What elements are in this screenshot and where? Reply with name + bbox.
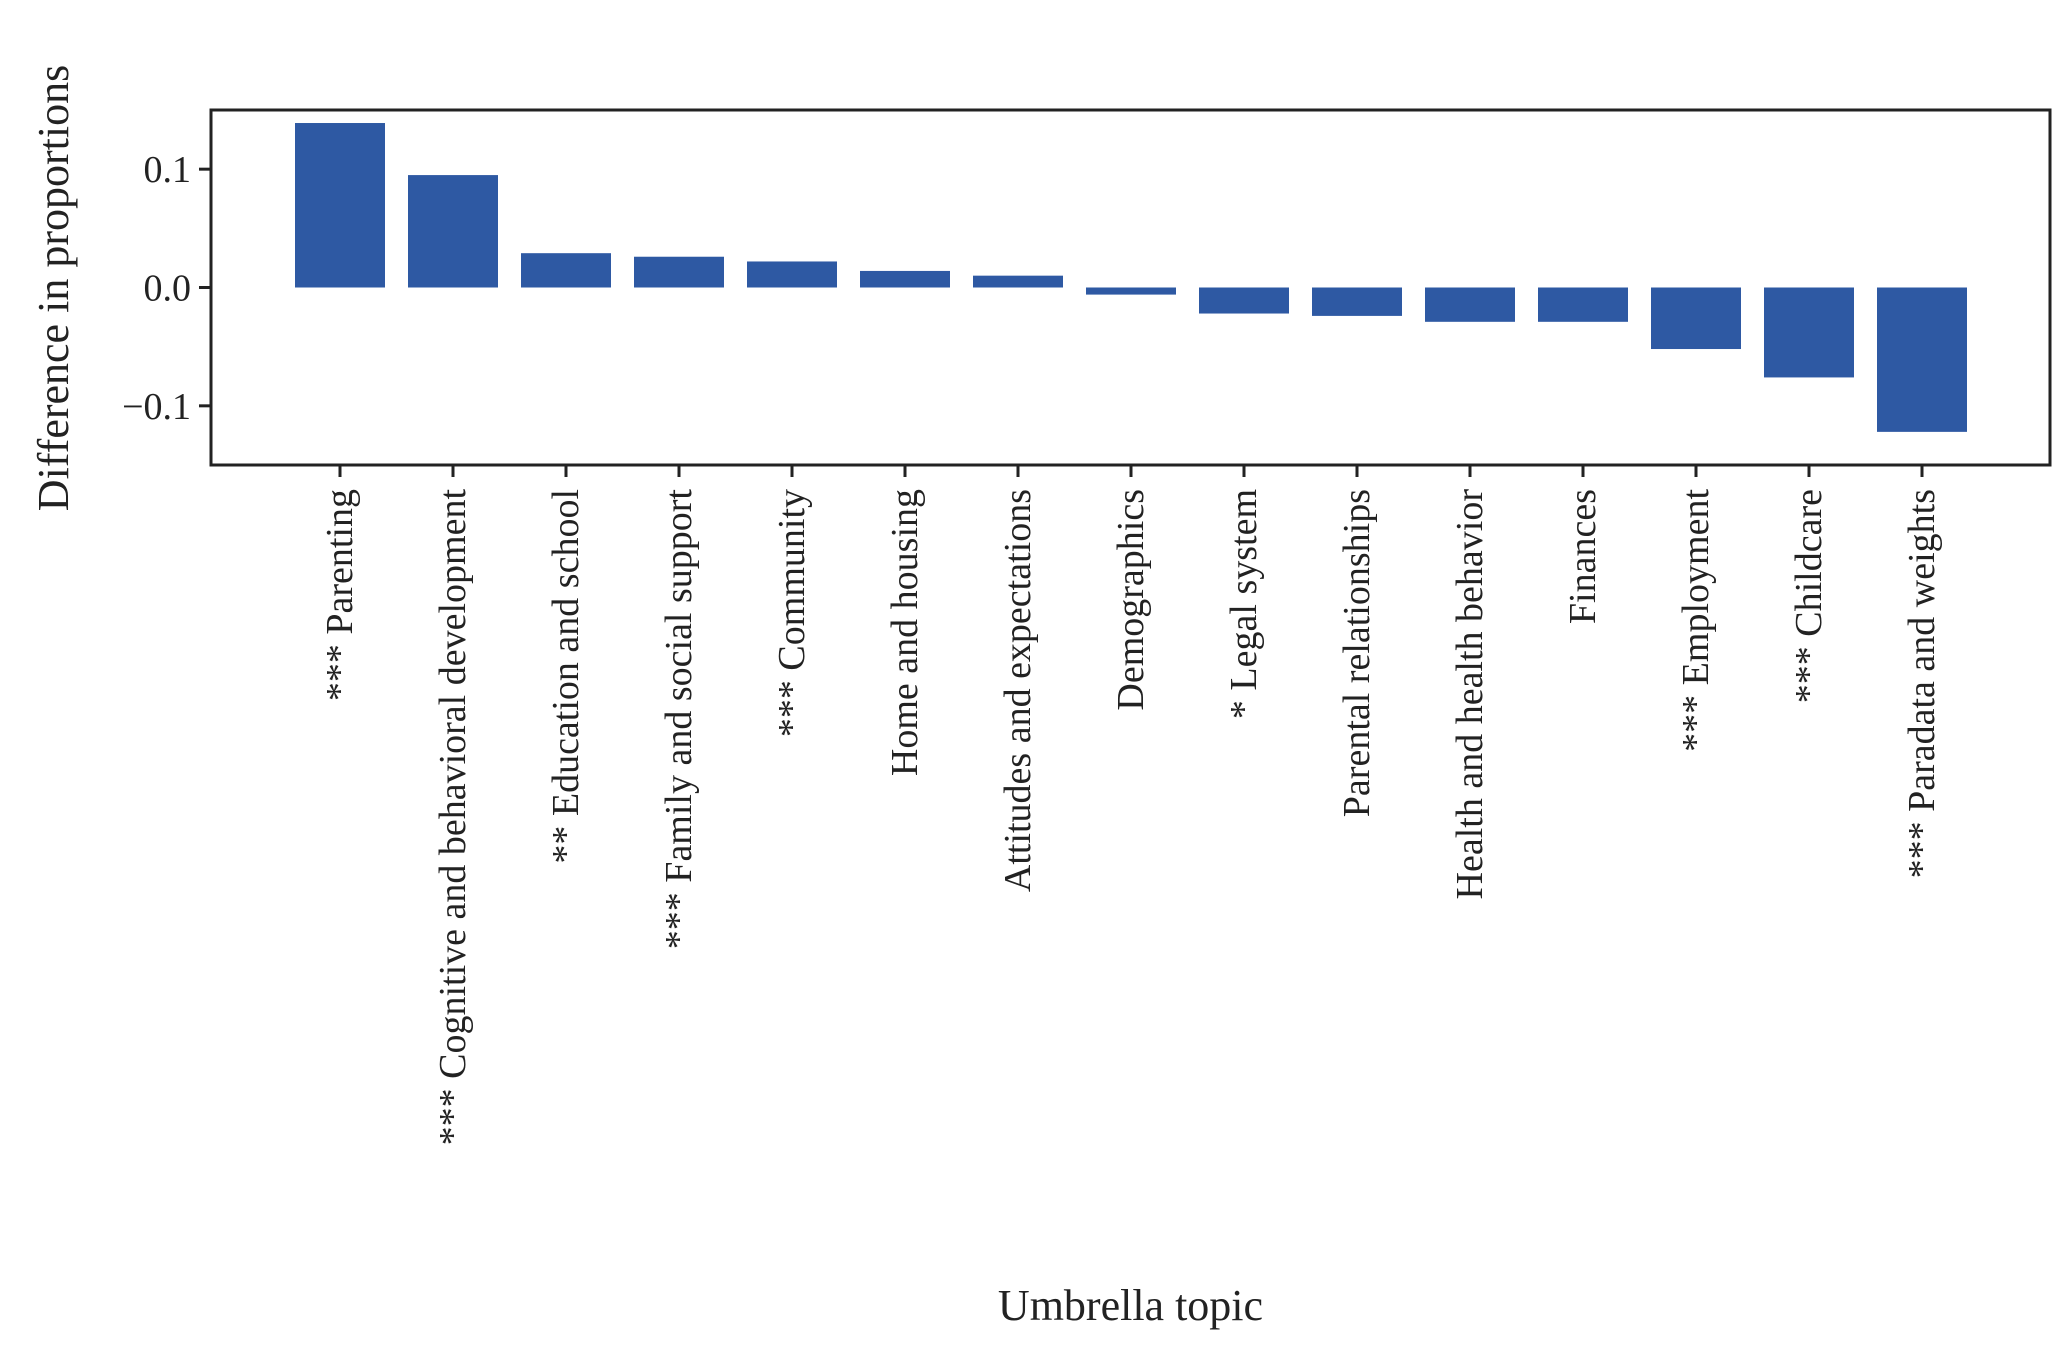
x-tick-label: *** Community xyxy=(771,489,813,737)
bar xyxy=(1764,287,1854,378)
bar xyxy=(860,270,950,288)
x-tick-label: *** Family and social support xyxy=(658,489,700,950)
y-axis-title: Difference in proportions xyxy=(29,65,78,511)
bar xyxy=(747,261,837,288)
bar xyxy=(521,253,611,288)
x-tick-label: *** Employment xyxy=(1675,489,1717,752)
x-tick-label: Home and housing xyxy=(884,489,926,776)
bar xyxy=(1538,287,1628,322)
y-axis: 0.1 0.0 −0.1 xyxy=(122,149,211,428)
bars-group xyxy=(295,123,1967,432)
bar xyxy=(1877,287,1967,432)
bar xyxy=(1312,287,1402,316)
y-tick-label: 0.0 xyxy=(144,268,192,310)
y-tick-label: 0.1 xyxy=(144,149,192,191)
bar xyxy=(1199,287,1289,314)
bar xyxy=(295,123,385,288)
x-axis: *** Parenting *** Cognitive and behaviora… xyxy=(319,465,1943,1145)
y-tick-label: −0.1 xyxy=(122,386,191,428)
x-tick-label: Health and health behavior xyxy=(1449,489,1491,900)
x-tick-label: ** Education and school xyxy=(545,489,587,864)
bar xyxy=(408,175,498,288)
bar xyxy=(1425,287,1515,322)
bar xyxy=(634,256,724,288)
x-tick-label: Finances xyxy=(1562,489,1604,624)
x-axis-title: Umbrella topic xyxy=(998,1281,1263,1330)
x-tick-label: *** Parenting xyxy=(319,489,361,701)
bar xyxy=(1651,287,1741,350)
x-tick-label: *** Paradata and weights xyxy=(1901,489,1943,878)
x-tick-label: *** Childcare xyxy=(1788,489,1830,703)
x-tick-label: Parental relationships xyxy=(1336,489,1378,817)
x-tick-label: * Legal system xyxy=(1223,489,1265,719)
x-tick-label: Attitudes and expectations xyxy=(997,489,1039,892)
bar xyxy=(973,275,1063,288)
x-tick-label: *** Cognitive and behavioral development xyxy=(432,489,474,1146)
bar xyxy=(1086,287,1176,295)
x-tick-label: Demographics xyxy=(1110,489,1152,711)
